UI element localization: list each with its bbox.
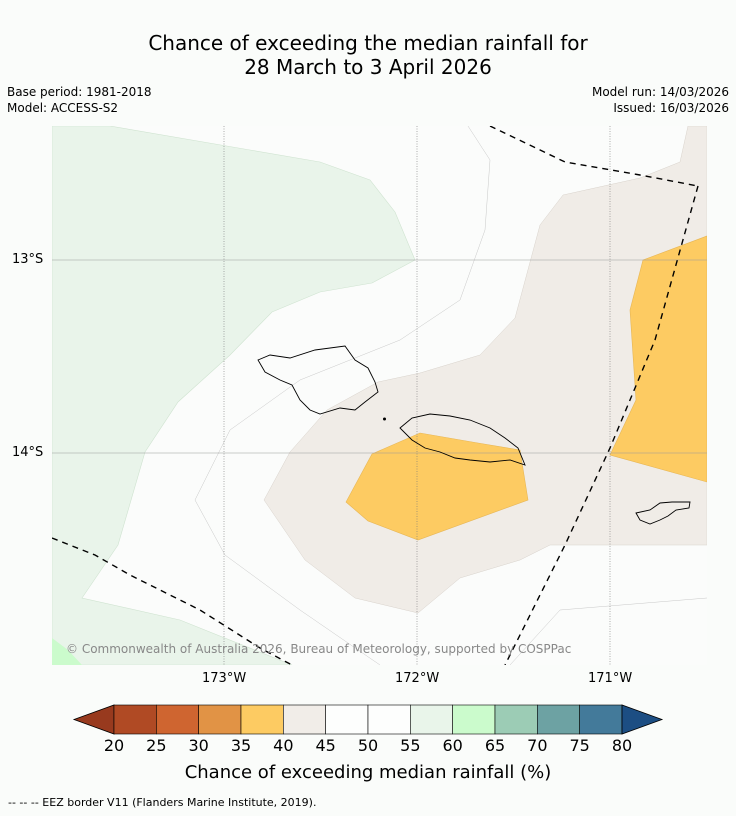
upolu-island: [399, 413, 526, 466]
model-run: Model run: 14/03/2026: [591, 85, 729, 99]
title-line-2: 28 March to 3 April 2026: [244, 55, 492, 79]
eez-legend-note: -- -- -- EEZ border V11 (Flanders Marine…: [8, 796, 317, 809]
manono-islet: [383, 417, 386, 421]
colorbar-segment: [113, 704, 157, 735]
colorbar-tick-label: 25: [146, 736, 167, 755]
colorbar-tick-label: 35: [230, 736, 252, 755]
savaii-island: [257, 345, 379, 415]
eez-border-north: [489, 126, 699, 187]
colorbar-tick-label: 75: [569, 736, 590, 755]
colorbar-segment: [283, 704, 326, 735]
issued-date: Issued: 16/03/2026: [613, 101, 729, 115]
region-60-65: [52, 638, 82, 665]
lat-label-14s: 14°S: [12, 445, 44, 460]
colorbar-tick-label: 55: [400, 736, 421, 755]
region-55-60: [52, 126, 416, 665]
colorbar-segment: [156, 704, 199, 735]
region-35-40-east: [609, 235, 707, 483]
colorbar-segment: [198, 704, 242, 735]
lon-label-173w: 173°W: [202, 671, 247, 686]
lat-label-13s: 13°S: [12, 252, 44, 267]
colorbar-tick-label: 60: [442, 736, 463, 755]
eez-border-east: [504, 185, 699, 665]
model-name: Model: ACCESS-S2: [7, 101, 119, 115]
lon-label-171w: 171°W: [588, 671, 633, 686]
colorbar-tick-label: 65: [484, 736, 506, 755]
contour-line: [194, 126, 491, 665]
eez-border-west: [52, 537, 293, 665]
colorbar-segment: [537, 704, 580, 735]
colorbar-segment: [452, 704, 496, 735]
title-line-1: Chance of exceeding the median rainfall …: [148, 31, 588, 55]
lon-label-172w: 172°W: [395, 671, 440, 686]
colorbar-tick-label: 70: [527, 736, 548, 755]
colorbar-tick-label: 50: [357, 736, 379, 755]
contour-line: [509, 597, 707, 665]
colorbar: [72, 704, 664, 735]
copyright-notice: © Commonwealth of Australia 2026, Bureau…: [66, 642, 572, 656]
colorbar-tick-label: 45: [315, 736, 336, 755]
colorbar-high-extend: [621, 704, 664, 735]
colorbar-segment: [367, 704, 411, 735]
base-period: Base period: 1981-2018: [7, 85, 152, 99]
colorbar-segment: [579, 704, 623, 735]
colorbar-segment: [410, 704, 453, 735]
colorbar-low-extend: [72, 704, 115, 735]
colorbar-tick-label: 30: [188, 736, 209, 755]
colorbar-segment: [240, 704, 284, 735]
colorbar-tick-label: 80: [611, 736, 633, 755]
colorbar-tick-label: 40: [273, 736, 294, 755]
colorbar-segment: [494, 704, 538, 735]
tutuila-island: [635, 501, 691, 525]
colorbar-segment: [325, 704, 369, 735]
colorbar-title: Chance of exceeding median rainfall (%): [184, 762, 552, 783]
colorbar-tick-label: 20: [103, 736, 125, 755]
region-35-40-central: [345, 432, 529, 541]
